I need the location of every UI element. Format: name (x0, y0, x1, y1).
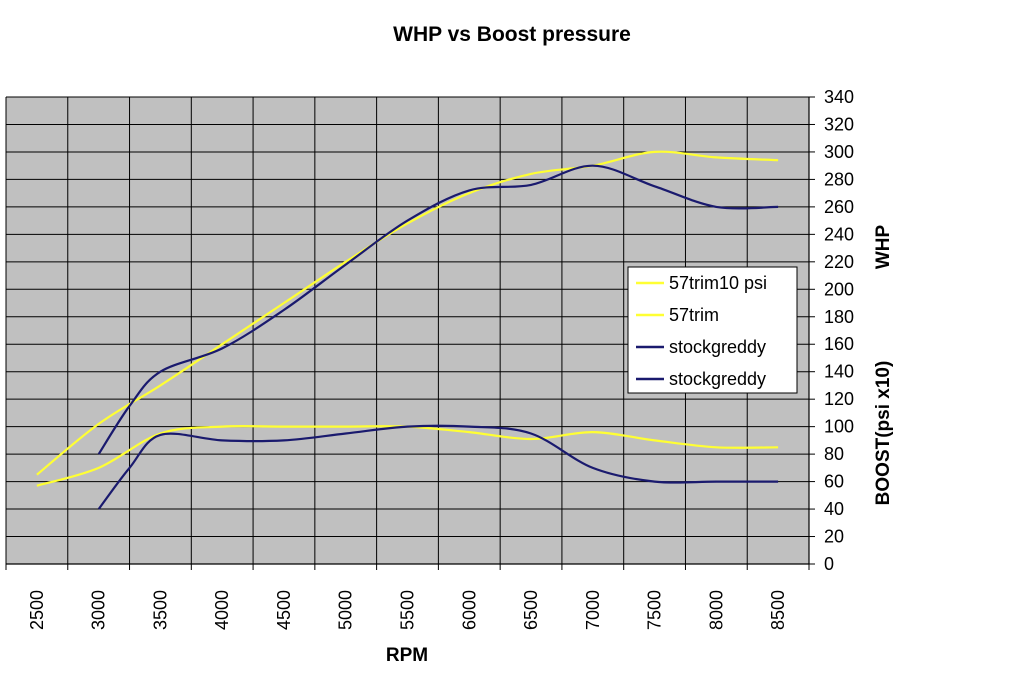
x-axis-title: RPM (386, 645, 428, 666)
x-tick-label: 5000 (336, 590, 356, 630)
x-tick-label: 3500 (150, 590, 170, 630)
y-tick-label: 60 (824, 472, 844, 492)
y-tick-label: 40 (824, 499, 844, 519)
y-tick-label: 0 (824, 554, 834, 574)
series-line-3 (97, 164, 779, 455)
x-tick-label: 3000 (89, 590, 109, 630)
x-tick-label: 8000 (706, 590, 726, 630)
y-tick-label: 280 (824, 169, 854, 189)
series-line-1 (36, 150, 779, 476)
y-tick-label: 20 (824, 527, 844, 547)
x-tick-label: 7500 (645, 590, 665, 630)
y-tick-label: 220 (824, 252, 854, 272)
x-tick-label: 5500 (398, 590, 418, 630)
y-tick-label: 240 (824, 224, 854, 244)
legend-label: stockgreddy (669, 337, 766, 357)
x-tick-label: 8500 (768, 590, 788, 630)
y-tick-label: 260 (824, 197, 854, 217)
y-tick-label: 340 (824, 87, 854, 107)
y-tick-label: 300 (824, 142, 854, 162)
y-axis-title-whp: WHP (873, 225, 894, 270)
x-tick-label: 2500 (27, 590, 47, 630)
legend-label: 57trim (669, 305, 719, 325)
y-tick-label: 120 (824, 389, 854, 409)
y-tick-label: 100 (824, 417, 854, 437)
legend-label: stockgreddy (669, 369, 766, 389)
legend-label: 57trim10 psi (669, 273, 767, 293)
x-tick-label: 6500 (521, 590, 541, 630)
legend-box (627, 266, 798, 394)
y-tick-label: 320 (824, 114, 854, 134)
series-line-4 (97, 424, 779, 510)
y-tick-label: 180 (824, 307, 854, 327)
axes: 0 20 40 60 80 100 120 140 160 180 200 220 240 260 280 3… (5, 87, 854, 630)
x-tick-label: 6000 (459, 590, 479, 630)
x-tick-label: 4000 (212, 590, 232, 630)
y-axis-title-boost: BOOST(psi x10) (873, 361, 894, 506)
y-tick-label: 200 (824, 279, 854, 299)
chart-title: WHP vs Boost pressure (393, 23, 631, 46)
y-tick-label: 80 (824, 444, 844, 464)
x-tick-label: 4500 (274, 590, 294, 630)
y-tick-label: 160 (824, 334, 854, 354)
x-tick-label: 7000 (583, 590, 603, 630)
series-lines (36, 150, 779, 510)
legend: 57trim10 psi 57trim stockgreddy stockgreddy (627, 266, 798, 394)
y-tick-label: 140 (824, 362, 854, 382)
